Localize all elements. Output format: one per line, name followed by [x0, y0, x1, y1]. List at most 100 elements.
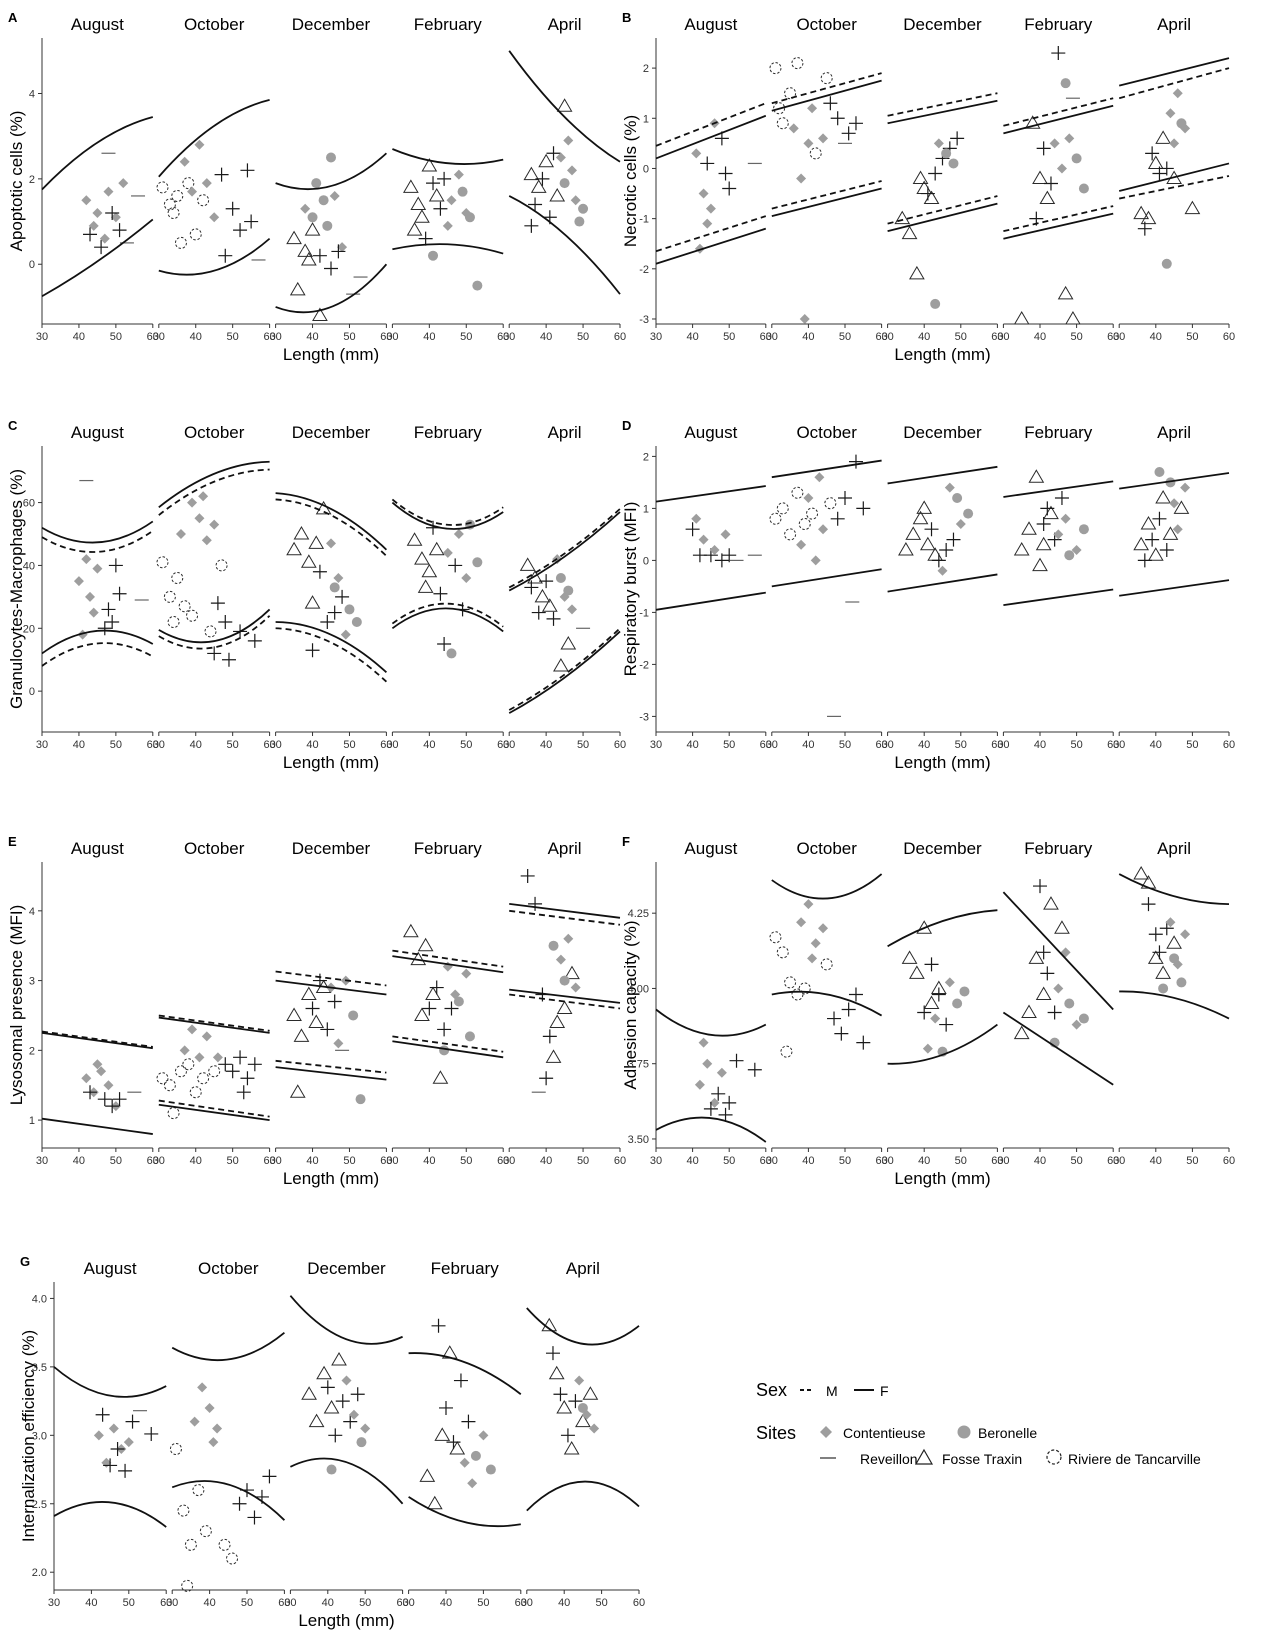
curve-male — [275, 1059, 387, 1074]
point-fosse-traxin — [1057, 285, 1074, 300]
point-fosse-traxin — [905, 526, 922, 540]
point-contentieuse — [555, 152, 566, 163]
curve-female — [771, 568, 882, 588]
curve-female — [53, 1501, 167, 1528]
facet-title: April — [548, 839, 582, 858]
curve-female — [158, 99, 270, 178]
panel-e-facet-december: December 30 40 50 60 — [269, 839, 392, 1167]
facet-xtick-label: 40 — [203, 1597, 215, 1609]
facet-title: December — [292, 839, 371, 858]
point-beronelle — [464, 212, 475, 223]
facet-title: August — [84, 1259, 137, 1278]
panel-e-facet-october: October 30 40 50 60 — [153, 839, 276, 1167]
curve-female — [158, 237, 271, 276]
panel-g-facet-december: December 30 40 50 60 — [284, 1259, 408, 1609]
curve-female — [41, 1117, 153, 1135]
point-fosse-traxin — [428, 187, 445, 202]
point-plus — [830, 511, 845, 526]
point-beronelle — [1071, 153, 1082, 164]
point-contentieuse — [694, 1079, 705, 1090]
curve-female — [1003, 104, 1114, 135]
panel-g-ytick-label: 3.5 — [32, 1362, 47, 1374]
point-plus — [95, 1407, 110, 1422]
point-contentieuse — [194, 139, 205, 150]
facet-xtick-label: 30 — [36, 331, 48, 343]
curve-female — [158, 1016, 270, 1034]
point-fosse-traxin — [894, 210, 911, 225]
facet-xtick-label: 30 — [503, 1155, 515, 1167]
point-contentieuse — [570, 195, 581, 206]
facet-xtick-label: 50 — [595, 1597, 607, 1609]
point-plus — [429, 980, 444, 995]
point-fosse-traxin — [301, 1386, 317, 1400]
point-fosse-traxin — [1039, 190, 1056, 205]
point-fosse-traxin — [1032, 170, 1048, 184]
curve-female — [887, 465, 998, 485]
point-plus — [856, 501, 871, 516]
panel-e-facet-august: August 30 40 50 60 — [36, 839, 159, 1167]
curve-female — [1119, 472, 1230, 490]
point-contentieuse — [123, 1437, 134, 1448]
facet-title: February — [1024, 839, 1093, 858]
panel-b-letter: B — [622, 10, 631, 25]
panel-a-facet-april: April 30 40 50 60 — [503, 15, 626, 343]
point-plus — [233, 223, 248, 238]
point-contentieuse — [92, 208, 103, 219]
curve-female — [408, 1496, 521, 1528]
facet-xtick-label: 30 — [521, 1597, 533, 1609]
point-plus — [144, 1426, 159, 1441]
legend-sex-title: Sex — [756, 1380, 787, 1400]
curve-male — [391, 602, 504, 628]
legend-contentieuse-swatch — [820, 1426, 832, 1438]
facet-xtick-label: 40 — [190, 331, 202, 343]
point-plus — [112, 1092, 127, 1107]
facet-xtick-label: 60 — [875, 331, 887, 343]
point-tancarville — [163, 1079, 176, 1092]
point-tancarville — [189, 1086, 202, 1099]
point-tancarville — [174, 236, 187, 249]
point-plus — [1036, 945, 1051, 960]
point-plus — [97, 621, 112, 636]
point-plus — [827, 1011, 842, 1026]
point-plus — [331, 244, 346, 259]
point-contentieuse — [197, 1382, 208, 1393]
panel-d-xlabel: Length (mm) — [894, 753, 990, 772]
curve-male — [887, 195, 998, 225]
point-plus — [312, 973, 327, 988]
point-plus — [823, 96, 838, 111]
facet-xtick-label: 30 — [48, 1597, 60, 1609]
panel-b-facet-april: April 30 40 50 60 — [1113, 15, 1235, 343]
point-plus — [722, 548, 737, 563]
panel-c-facet-october: October 30 40 50 60 — [153, 423, 276, 751]
curve-female — [290, 1457, 404, 1505]
curve-male — [509, 993, 621, 1010]
point-fosse-traxin — [304, 222, 321, 236]
facet-xtick-label: 50 — [723, 739, 735, 751]
point-fosse-traxin — [293, 526, 310, 540]
point-tancarville — [791, 57, 804, 70]
facet-xtick-label: 50 — [123, 1597, 135, 1609]
point-plus — [448, 558, 463, 573]
facet-xtick-label: 40 — [686, 739, 698, 751]
point-beronelle — [348, 1010, 359, 1021]
facet-xtick-label: 30 — [881, 331, 893, 343]
panel-g-ylabel: Internalization efficiency (%) — [19, 1330, 38, 1542]
point-contentieuse — [329, 190, 340, 201]
facet-xtick-label: 50 — [343, 1155, 355, 1167]
point-contentieuse — [88, 607, 99, 618]
curve-female — [771, 873, 883, 900]
point-tancarville — [181, 1579, 194, 1592]
panel-d-ytick-label: -1 — [639, 607, 649, 619]
point-plus — [118, 1463, 133, 1478]
facet-xtick-label: 50 — [955, 331, 967, 343]
facet-xtick-label: 60 — [278, 1597, 290, 1609]
point-plus — [433, 201, 448, 216]
point-fosse-traxin — [414, 551, 430, 565]
point-beronelle — [941, 148, 952, 159]
facet-xtick-label: 60 — [396, 1597, 408, 1609]
point-fosse-traxin — [916, 500, 933, 514]
panel-b-facet-october: October 30 40 50 60 — [766, 15, 888, 343]
point-fosse-traxin — [560, 636, 577, 650]
curve-female — [655, 1008, 767, 1037]
